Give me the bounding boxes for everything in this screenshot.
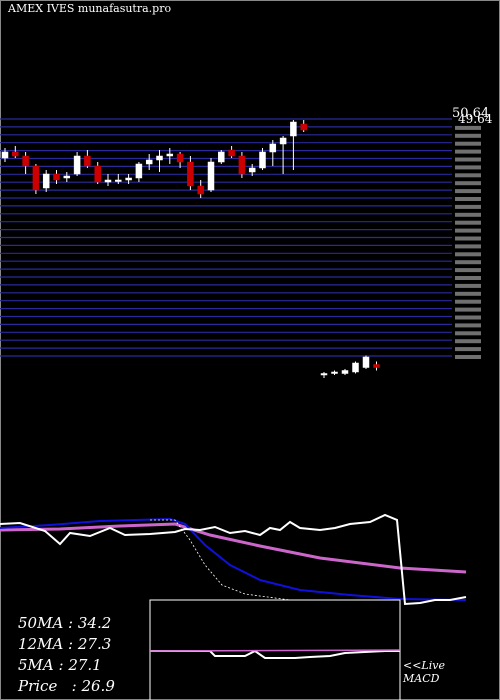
candle-body [145, 159, 153, 165]
candlestick-series [1, 120, 380, 378]
macd-line [150, 649, 400, 659]
axis-tick-label [455, 228, 481, 233]
candle-body [187, 161, 194, 187]
axis-tick-label [455, 197, 481, 201]
candle-body [238, 155, 246, 175]
ma5-line [150, 519, 351, 603]
candle-body [32, 165, 40, 191]
axis-tick-label [455, 181, 481, 186]
axis-tick-label [455, 355, 481, 359]
candle-body [166, 153, 174, 157]
axis-tick-label [455, 276, 481, 280]
axis-tick-label [455, 244, 481, 249]
macd-lines [149, 649, 401, 659]
axis-tick-label [455, 149, 481, 154]
axis-tick-label [455, 157, 481, 162]
ma5-readout: 5MA : 27.1 [18, 656, 102, 674]
axis-tick-label [455, 307, 481, 312]
candle-body [362, 356, 370, 368]
axis-tick-label [455, 189, 481, 194]
axis-tick-label [455, 347, 481, 352]
stats-panel: 50MA : 34.2 12MA : 27.3 5MA : 27.1 Price… [18, 613, 115, 697]
candle-body [125, 177, 132, 181]
candle-body [373, 364, 380, 368]
candle-body [207, 161, 215, 191]
candle-body [248, 167, 256, 173]
axis-tick-label [455, 331, 481, 336]
candle-body [22, 155, 29, 167]
candle-body [176, 153, 184, 163]
candle-body [341, 370, 349, 374]
candle-body [320, 373, 328, 376]
candle-body [228, 149, 235, 157]
axis-tick-label [455, 299, 481, 304]
candle-body [259, 151, 266, 169]
live-label: <<Live [403, 659, 445, 672]
ma50-line [0, 522, 467, 574]
candle-body [352, 362, 359, 373]
ma12-line [0, 517, 467, 601]
axis-tick-label [455, 260, 481, 265]
axis-tick-label [455, 165, 481, 170]
axis-tick-label [455, 291, 481, 296]
price-readout: Price : 26.9 [18, 677, 115, 695]
axis-tick-label [455, 141, 481, 146]
candle-body [218, 151, 225, 163]
candle-body [84, 155, 91, 167]
top-price-label: 50.64 [452, 106, 489, 121]
candle-body [73, 155, 81, 175]
ma50-readout: 50MA : 34.2 [18, 614, 112, 632]
axis-tick-label [455, 236, 481, 241]
candle-body [300, 123, 307, 131]
candle-body [1, 151, 9, 159]
ma12-readout: 12MA : 27.3 [18, 635, 112, 653]
candle-body [104, 179, 112, 183]
candle-body [115, 179, 122, 182]
axis-tick-label [455, 220, 481, 225]
macd-signal-line [149, 649, 401, 652]
candle-body [269, 143, 277, 153]
axis-tick-label [455, 173, 481, 178]
candle-body [197, 185, 204, 195]
candle-body [12, 151, 19, 157]
candle-body [135, 163, 143, 179]
candle-body [156, 155, 163, 161]
axis-tick-label [455, 125, 481, 130]
candle-body [63, 175, 71, 179]
axis-tick-label [455, 268, 481, 273]
candle-body [279, 137, 287, 145]
macd-label: MACD [403, 672, 440, 685]
candle-body [290, 121, 297, 137]
axis-tick-label [455, 252, 481, 257]
axis-tick-label [455, 212, 481, 217]
chart-title: AMEX IVES munafasutra.pro [8, 2, 172, 15]
candle-body [42, 173, 50, 189]
candle-body [331, 371, 338, 374]
top-price-label-overlap: 49.64 [458, 112, 493, 126]
axis-tick-label [455, 283, 481, 288]
moving-average-lines [0, 513, 467, 606]
macd-legend: <<Live MACD [403, 659, 445, 685]
axis-tick-label [455, 133, 481, 138]
axis-tick-label [455, 315, 481, 320]
axis-tick-label [455, 323, 481, 328]
axis-tick-label [455, 339, 481, 344]
axis-tick-label [455, 204, 481, 209]
price-line [0, 513, 467, 606]
candle-body [94, 165, 101, 183]
candle-body [53, 173, 60, 181]
